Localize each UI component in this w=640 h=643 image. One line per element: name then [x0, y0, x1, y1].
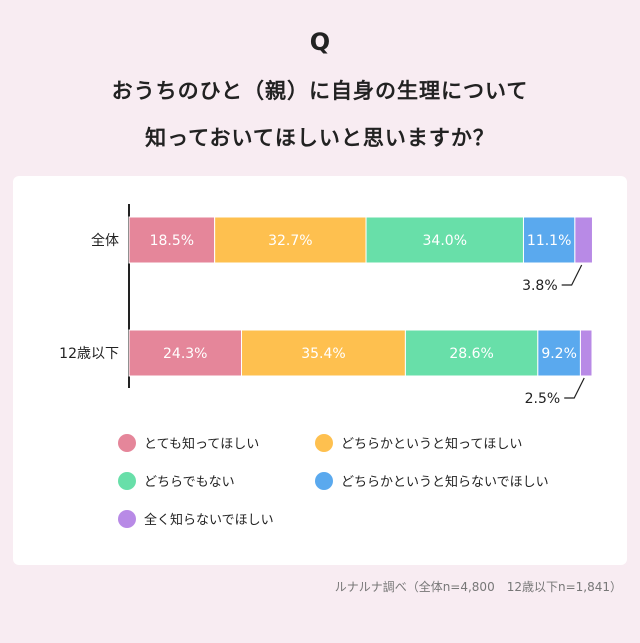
- bar-segment: [574, 216, 593, 264]
- page-title-line-1: おうちのひと（親）に自身の生理について: [111, 79, 529, 103]
- legend-item: とても知ってほしい: [118, 433, 259, 452]
- source-note: ルナルナ調べ（全体n=4,800 12歳以下n=1,841）: [334, 580, 622, 594]
- legend-swatch: [315, 471, 333, 490]
- question-mark: Q: [309, 28, 331, 56]
- legend-swatch: [118, 433, 136, 452]
- legend-item: 全く知らないでほしい: [118, 509, 274, 528]
- legend-label: どちらかというと知らないでほしい: [341, 475, 549, 490]
- page-title-line-2: 知っておいてほしいと思いますか？: [145, 126, 495, 150]
- data-label: 35.4%: [301, 346, 345, 362]
- legend-item: どちらかというと知ってほしい: [315, 433, 522, 452]
- data-label: 24.3%: [163, 346, 207, 362]
- legend-label: 全く知らないでほしい: [144, 513, 274, 528]
- bar-segment: [241, 329, 406, 377]
- data-label: 28.6%: [449, 346, 493, 362]
- legend-item: どちらかというと知らないでほしい: [315, 471, 549, 490]
- category-label: 12歳以下: [59, 346, 119, 362]
- data-label: 11.1%: [527, 233, 571, 249]
- data-label: 34.0%: [423, 233, 467, 249]
- bar-segment: [365, 216, 524, 264]
- data-label: 32.7%: [268, 233, 312, 249]
- chart-card: 全体 18.5% 32.7% 34.0% 11.1% 3.8% 12歳以下 24.3% 35.4…: [13, 176, 627, 565]
- callout-line: [561, 264, 583, 286]
- callout-line: [564, 377, 585, 399]
- legend-label: とても知ってほしい: [144, 437, 260, 452]
- legend-label: どちらでもない: [144, 475, 235, 490]
- bar-segment: [579, 329, 593, 377]
- data-label: 3.8%: [522, 278, 558, 294]
- stacked-bar-chart: 全体 18.5% 32.7% 34.0% 11.1% 3.8% 12歳以下 24.3% 35.4…: [59, 204, 593, 407]
- category-label: 全体: [91, 232, 119, 249]
- legend-swatch: [315, 433, 333, 452]
- legend-swatch: [118, 471, 136, 490]
- bar-segment: [214, 216, 367, 264]
- data-label: 2.5%: [525, 391, 561, 407]
- legend-item: どちらでもない: [118, 471, 235, 490]
- data-label: 18.5%: [150, 233, 194, 249]
- legend-swatch: [118, 509, 136, 528]
- legend-label: どちらかというと知ってほしい: [341, 437, 523, 452]
- data-label: 9.2%: [541, 346, 577, 362]
